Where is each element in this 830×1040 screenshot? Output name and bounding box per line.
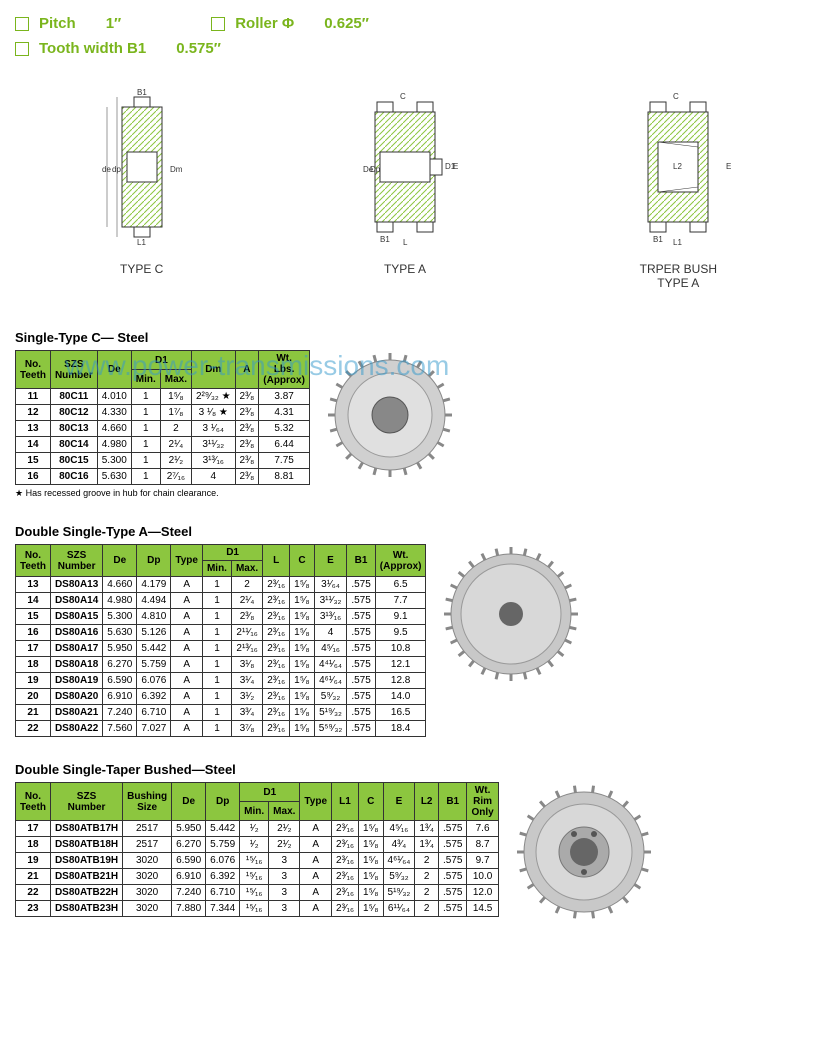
diagram-taper: C E L2 B1 L1 TRPER BUSH TYPE A (598, 87, 758, 290)
diagram-label-c: TYPE C (72, 262, 212, 276)
checkbox-icon (211, 17, 225, 31)
tooth-label: Tooth width B1 (39, 40, 146, 57)
roller-value: 0.625″ (324, 15, 369, 32)
svg-text:E: E (726, 162, 731, 171)
table2: No. TeethSZS NumberDeDpTypeD1LCEB1Wt. (A… (15, 544, 426, 737)
sprocket-image-3 (514, 782, 654, 925)
svg-text:L2: L2 (673, 162, 682, 171)
table3-title: Double Single-Taper Bushed—Steel (15, 762, 815, 777)
svg-text:B1: B1 (653, 235, 663, 244)
diagrams-row: de dp Dm B1 L1 TYPE C De Dp D1 E C B1 L … (15, 87, 815, 290)
svg-text:B1: B1 (380, 235, 390, 244)
svg-text:Dm: Dm (170, 165, 183, 174)
table1-footnote: ★ Has recessed groove in hub for chain c… (15, 488, 310, 499)
sprocket-image-1 (325, 350, 455, 483)
specs-block: Pitch 1″ Roller Φ 0.625″ Tooth width B1 0.5… (15, 15, 815, 57)
diagram-label-a: TYPE A (325, 262, 485, 276)
section-table1: www.power-transmissions.com Single-Type … (15, 330, 815, 499)
table3: No. TeethSZS NumberBushing SizeDeDpD1Typ… (15, 782, 499, 917)
diagram-label-taper: TRPER BUSH TYPE A (598, 262, 758, 290)
roller-label: Roller Φ (235, 15, 294, 32)
diagram-type-a: De Dp D1 E C B1 L TYPE A (325, 87, 485, 290)
svg-text:Dp: Dp (370, 165, 381, 174)
table1-title: Single-Type C— Steel (15, 330, 815, 345)
svg-text:L1: L1 (137, 238, 146, 247)
tooth-value: 0.575″ (176, 40, 221, 57)
checkbox-icon (15, 42, 29, 56)
table1: No. TeethSZS NumberDeD1DmAWt. Lbs. (Appr… (15, 350, 310, 485)
pitch-value: 1″ (106, 15, 122, 32)
svg-text:C: C (400, 92, 406, 101)
section-table3: Double Single-Taper Bushed—Steel No. Tee… (15, 762, 815, 925)
svg-text:L1: L1 (673, 238, 682, 247)
diagram-type-c: de dp Dm B1 L1 TYPE C (72, 87, 212, 290)
svg-text:L: L (403, 238, 408, 247)
svg-text:C: C (673, 92, 679, 101)
sprocket-image-2 (441, 544, 581, 687)
checkbox-icon (15, 17, 29, 31)
section-table2: Double Single-Type A—Steel No. TeethSZS … (15, 524, 815, 737)
svg-text:B1: B1 (137, 88, 147, 97)
svg-text:dp: dp (112, 165, 121, 174)
pitch-label: Pitch (39, 15, 76, 32)
svg-text:E: E (453, 162, 458, 171)
svg-text:de: de (102, 165, 111, 174)
table2-title: Double Single-Type A—Steel (15, 524, 815, 539)
